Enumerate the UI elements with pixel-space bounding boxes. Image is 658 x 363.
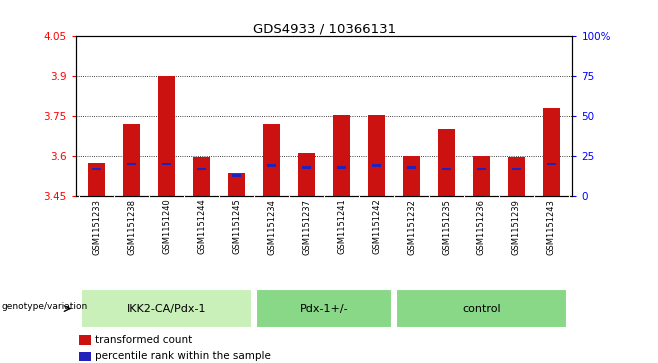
Bar xyxy=(266,164,276,167)
Text: GSM1151243: GSM1151243 xyxy=(547,199,556,254)
Text: GSM1151245: GSM1151245 xyxy=(232,199,241,254)
Bar xyxy=(372,164,382,167)
Bar xyxy=(79,351,91,362)
Bar xyxy=(228,174,245,196)
Bar xyxy=(512,168,521,170)
Text: GSM1151236: GSM1151236 xyxy=(477,199,486,255)
Text: GSM1151232: GSM1151232 xyxy=(407,199,416,254)
Text: GSM1151242: GSM1151242 xyxy=(372,199,381,254)
Bar xyxy=(472,156,490,196)
Bar xyxy=(337,166,346,168)
Bar xyxy=(438,130,455,196)
FancyBboxPatch shape xyxy=(395,289,567,328)
Bar xyxy=(158,76,176,196)
Bar xyxy=(547,163,556,166)
Text: GSM1151234: GSM1151234 xyxy=(267,199,276,254)
Bar xyxy=(333,115,350,196)
Text: GSM1151239: GSM1151239 xyxy=(512,199,521,254)
Bar xyxy=(302,166,311,168)
FancyBboxPatch shape xyxy=(81,289,253,328)
Bar xyxy=(197,168,207,170)
Bar xyxy=(368,115,386,196)
Text: control: control xyxy=(462,303,501,314)
Bar xyxy=(123,124,140,196)
Bar xyxy=(543,108,560,196)
Bar xyxy=(508,158,525,196)
Bar xyxy=(193,158,211,196)
Bar xyxy=(407,166,417,168)
Bar xyxy=(79,335,91,345)
Text: Pdx-1+/-: Pdx-1+/- xyxy=(300,303,348,314)
Bar xyxy=(127,163,136,166)
Text: GSM1151241: GSM1151241 xyxy=(337,199,346,254)
Bar xyxy=(88,163,105,196)
Text: transformed count: transformed count xyxy=(95,335,192,345)
Bar xyxy=(476,168,486,170)
FancyBboxPatch shape xyxy=(256,289,392,328)
Bar xyxy=(232,174,241,176)
Text: GSM1151238: GSM1151238 xyxy=(127,199,136,255)
Title: GDS4933 / 10366131: GDS4933 / 10366131 xyxy=(253,22,395,35)
Text: GSM1151240: GSM1151240 xyxy=(162,199,171,254)
Text: genotype/variation: genotype/variation xyxy=(1,302,88,311)
Text: GSM1151235: GSM1151235 xyxy=(442,199,451,254)
Bar xyxy=(92,168,101,170)
Text: percentile rank within the sample: percentile rank within the sample xyxy=(95,351,271,362)
Text: GSM1151233: GSM1151233 xyxy=(92,199,101,255)
Text: GSM1151237: GSM1151237 xyxy=(302,199,311,255)
Bar xyxy=(298,154,315,196)
Text: GSM1151244: GSM1151244 xyxy=(197,199,206,254)
Bar xyxy=(403,156,420,196)
Text: IKK2-CA/Pdx-1: IKK2-CA/Pdx-1 xyxy=(127,303,207,314)
Bar xyxy=(442,168,451,170)
Bar xyxy=(162,163,172,166)
Bar xyxy=(263,124,280,196)
